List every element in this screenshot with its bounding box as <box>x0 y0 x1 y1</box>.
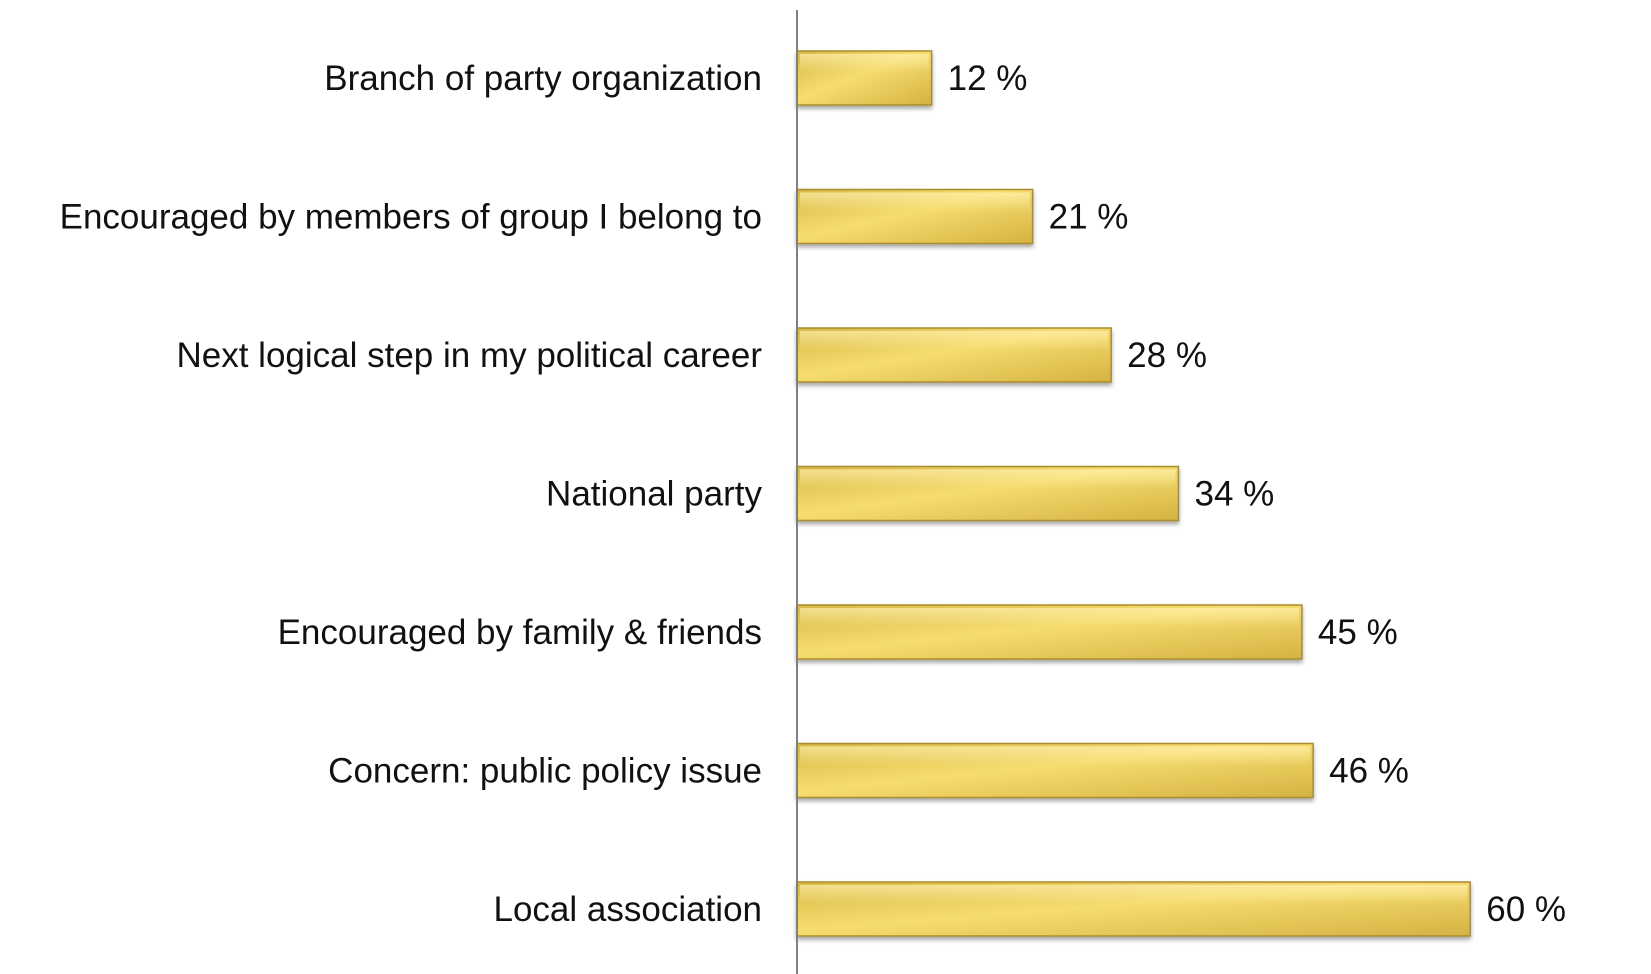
category-label: National party <box>546 475 762 514</box>
value-label: 21 % <box>1049 198 1129 237</box>
bar-highlight <box>800 331 1109 350</box>
category-labels: Branch of party organization Encouraged b… <box>60 59 763 929</box>
category-label: Local association <box>494 890 763 929</box>
bar-highlight <box>800 54 929 73</box>
value-label: 34 % <box>1195 475 1275 514</box>
value-label: 28 % <box>1127 336 1207 375</box>
value-label: 45 % <box>1318 613 1398 652</box>
bar <box>796 465 1180 522</box>
category-label: Branch of party organization <box>324 59 762 98</box>
bars-group <box>796 50 1471 937</box>
bar <box>796 881 1471 937</box>
category-label: Next logical step in my political career <box>176 336 762 375</box>
value-label: 60 % <box>1486 890 1566 929</box>
value-label: 46 % <box>1329 752 1409 791</box>
bar <box>796 327 1112 383</box>
value-label: 12 % <box>948 59 1028 98</box>
bar <box>796 604 1303 660</box>
bar <box>796 188 1034 245</box>
bar-highlight <box>800 192 1030 212</box>
value-labels: 12 % 21 % 28 % 34 % 45 % 46 % 60 % <box>948 59 1566 929</box>
bar-highlight <box>800 469 1176 489</box>
bar-highlight <box>800 608 1299 627</box>
category-label: Concern: public policy issue <box>328 752 762 791</box>
bar-highlight <box>800 885 1468 904</box>
bar <box>796 50 933 106</box>
category-label: Encouraged by members of group I belong … <box>60 198 762 237</box>
bar-highlight <box>800 746 1311 766</box>
bar <box>796 742 1314 799</box>
category-label: Encouraged by family & friends <box>278 613 762 652</box>
